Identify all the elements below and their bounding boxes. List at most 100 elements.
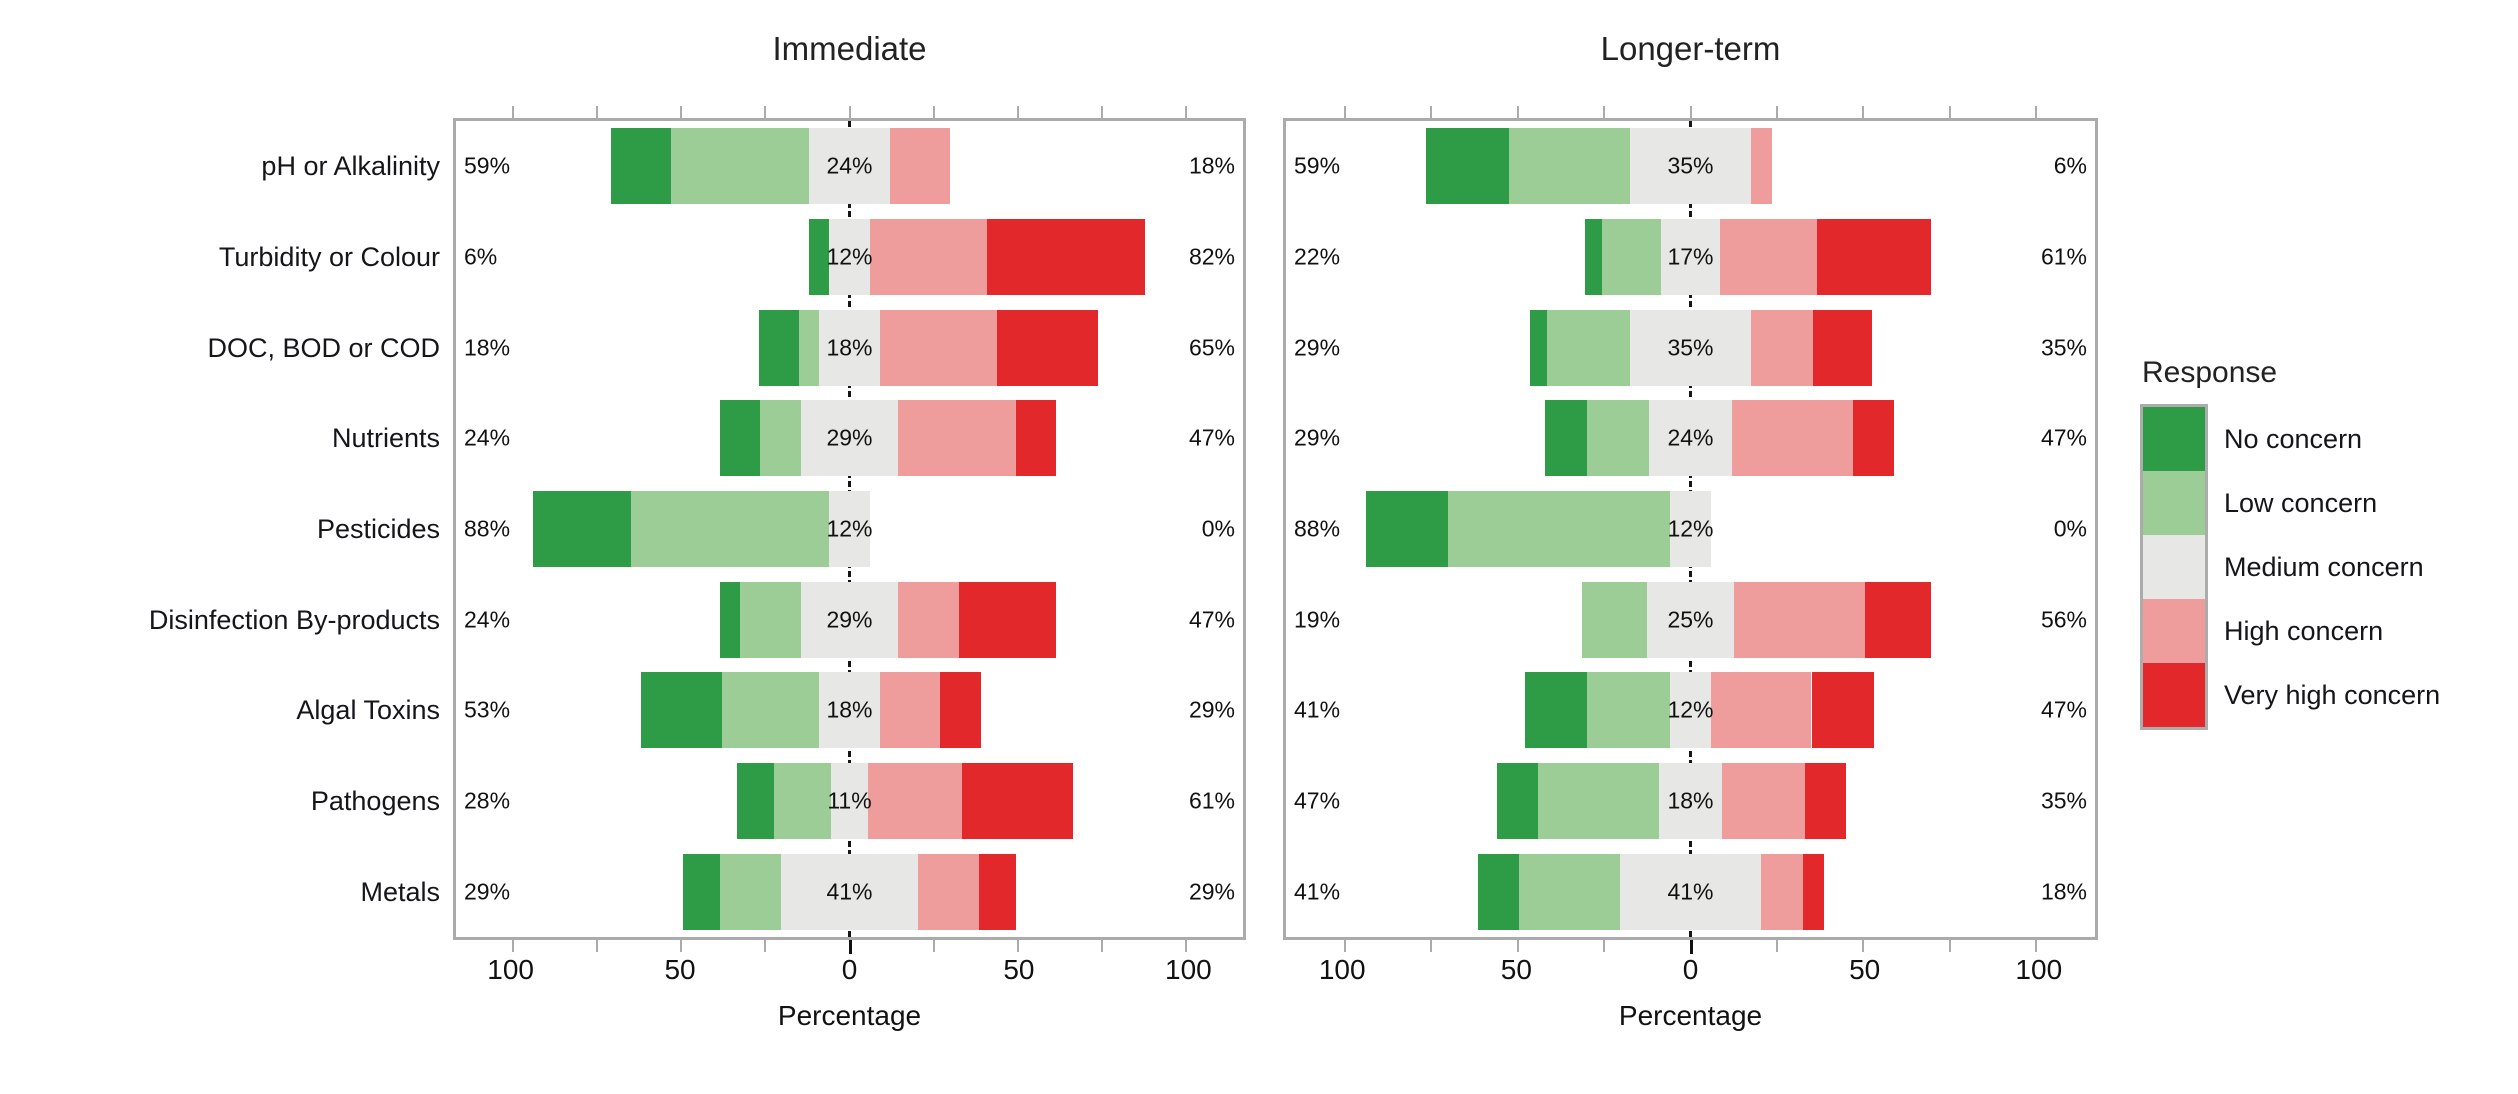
axis-tick-bottom [1516,940,1519,952]
axis-tick-top [1775,106,1778,118]
axis-tick-bottom [1775,940,1778,952]
segment-medium-concern [1659,763,1722,839]
right-total-label: 82% [1188,243,1235,270]
category-label: Disinfection By-products [148,604,440,635]
bar-row: 18% 18% 65% [456,309,1243,386]
chart-panel: 59% 35% 6% 22% 17% 61% 29% 35% 35% 29% 24% 47% 88% 12… [1283,106,2098,954]
axis-tick-top [1184,106,1187,118]
legend-title: Response [2142,356,2278,389]
category-label: Algal Toxins [296,695,440,726]
medium-pct-label: 24% [1667,424,1714,451]
medium-pct-label: 12% [1667,696,1714,723]
left-total-label: 19% [1294,606,1341,633]
axis-tick-bottom [848,940,852,954]
legend-swatch-low-concern [2143,471,2205,535]
x-axis-tick-label: 100 [487,954,534,985]
medium-pct-label: 18% [1667,787,1714,814]
left-total-label: 29% [1294,334,1341,361]
x-axis-tick-label: 50 [1500,954,1532,985]
category-label: DOC, BOD or COD [207,332,440,363]
medium-pct-label: 29% [826,606,873,633]
left-total-label: 88% [1294,515,1341,542]
axis-tick-top [512,106,515,118]
segment-very-high-concern [1804,763,1847,839]
segment-low-concern [1547,309,1630,386]
axis-tick-top [1100,106,1103,118]
segment-medium-concern [1669,491,1712,567]
category-label: Metals [360,876,440,907]
axis-tick-bottom [1100,940,1103,952]
panel-title: Immediate [772,30,927,67]
segment-medium-concern [1629,309,1751,386]
segment-very-high-concern [1852,400,1895,477]
axis-tick-top [932,106,935,118]
bar-row: 28% 11% 61% [456,763,1243,839]
axis-tick-bottom [1184,940,1187,952]
bar-row: 29% 24% 47% [1286,400,2095,477]
segment-high-concern [1719,219,1817,295]
left-total-label: 18% [464,334,511,361]
left-total-label: 28% [464,787,511,814]
chart-panel: 59% 24% 18% 6% 12% 82% 18% 18% 65% 24% 29% 47% 88% 12… [453,106,1246,954]
axis-tick-top [680,106,683,118]
left-total-label: 59% [1294,152,1341,179]
axis-tick-top [1603,106,1606,118]
segment-medium-concern [819,672,880,749]
segment-medium-concern [1649,400,1732,477]
left-total-label: 53% [464,696,511,723]
x-axis-title: Percentage [777,1000,922,1031]
bar-row: 88% 12% 0% [456,491,1243,567]
category-label: Pesticides [316,514,440,544]
medium-pct-label: 17% [1667,243,1714,270]
segment-very-high-concern [1813,309,1872,386]
category-label: Pathogens [310,786,440,816]
x-axis-tick-label: 50 [664,954,696,985]
segment-no-concern [533,491,631,567]
legend-swatch-high-concern [2143,599,2205,663]
segment-low-concern [1538,763,1660,839]
axis-tick-bottom [1430,940,1433,952]
right-total-label: 29% [1188,696,1235,723]
segment-high-concern [867,763,963,839]
segment-low-concern [630,491,830,567]
segment-medium-concern [1661,219,1720,295]
segment-high-concern [1711,672,1812,749]
medium-pct-label: 24% [826,152,873,179]
right-total-label: 18% [2040,878,2087,905]
right-total-label: 61% [2040,243,2087,270]
panel-title: Longer-term [1600,30,1781,67]
axis-tick-bottom [680,940,683,952]
axis-tick-top [596,106,599,118]
category-label: Turbidity or Colour [218,242,440,272]
right-total-label: 61% [1188,787,1235,814]
left-total-label: 24% [464,606,511,633]
bar-row: 41% 12% 47% [1286,672,2095,749]
segment-medium-concern [800,400,899,477]
segment-high-concern [918,853,979,930]
axis-tick-bottom [1948,940,1951,952]
segment-low-concern [760,400,801,477]
segment-very-high-concern [958,581,1057,658]
medium-pct-label: 12% [1667,515,1714,542]
right-total-label: 29% [1188,878,1235,905]
legend: Response No concern Low concern Medium con… [2140,356,2440,730]
medium-pct-label: 29% [826,424,873,451]
segment-very-high-concern [1015,400,1057,477]
axis-tick-top [2035,106,2038,118]
segment-high-concern [898,400,1016,477]
right-total-label: 35% [2040,334,2087,361]
bar-row: 6% 12% 82% [456,219,1243,295]
bar-row: 19% 25% 56% [1286,581,2095,658]
bar-row: 53% 18% 29% [456,672,1243,749]
segment-medium-concern [1669,672,1712,749]
medium-pct-label: 41% [1667,878,1714,905]
category-label: Nutrients [331,423,440,454]
right-total-label: 47% [2040,424,2087,451]
x-axis-tick-label: 0 [1682,954,1699,985]
right-total-label: 65% [1188,334,1235,361]
left-total-label: 59% [464,152,511,179]
segment-low-concern [1448,491,1670,567]
right-total-label: 35% [2040,787,2087,814]
segment-high-concern [1751,128,1772,205]
